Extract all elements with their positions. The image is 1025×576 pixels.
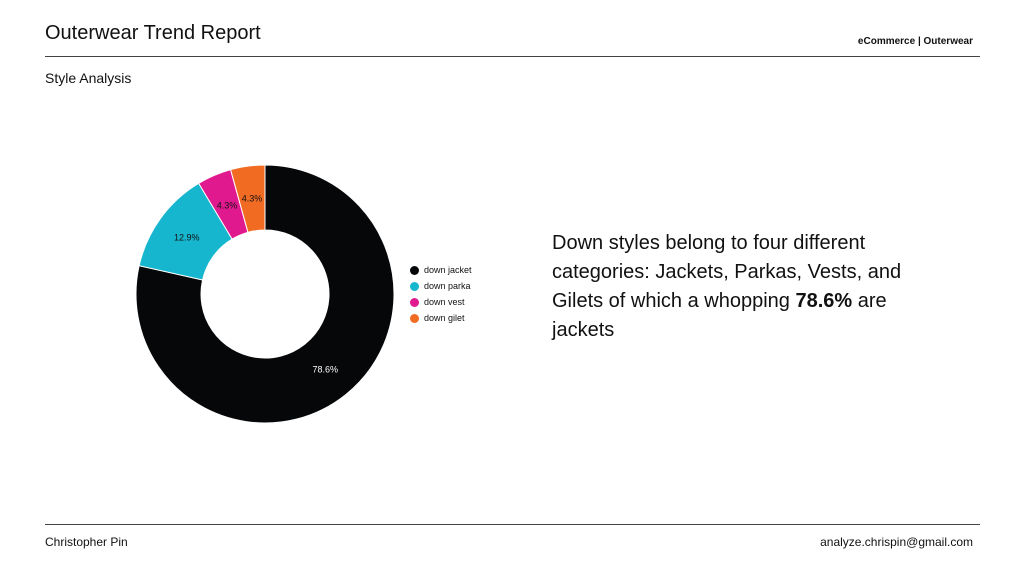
legend-swatch: [410, 281, 419, 291]
donut-label-down-vest: 4.3%: [217, 200, 238, 210]
footer-email: analyze.chrispin@gmail.com: [820, 535, 973, 549]
insight-text-before: Down styles belong to four different cat…: [552, 232, 902, 312]
legend-label: down jacket: [424, 265, 472, 275]
insight-text: Down styles belong to four different cat…: [552, 229, 932, 345]
donut-label-down-gilet: 4.3%: [242, 193, 263, 203]
donut-label-down-parka: 12.9%: [174, 232, 200, 242]
insight-text-after: are jackets: [552, 290, 887, 341]
header-divider: [45, 56, 980, 57]
legend-item-down-jacket: down jacket: [410, 262, 472, 278]
report-title: Outerwear Trend Report: [45, 22, 261, 44]
legend-item-down-parka: down parka: [410, 278, 472, 294]
footer-author: Christopher Pin: [45, 535, 128, 549]
donut-slice-down-jacket: [135, 164, 395, 424]
legend-swatch: [410, 297, 419, 307]
section-subtitle: Style Analysis: [45, 70, 132, 86]
legend-swatch: [410, 313, 419, 323]
legend-label: down vest: [424, 297, 465, 307]
footer-divider: [45, 524, 980, 525]
legend-swatch: [410, 265, 419, 275]
legend-item-down-gilet: down gilet: [410, 310, 472, 326]
report-tag: eCommerce | Outerwear: [857, 36, 973, 47]
insight-highlight: 78.6%: [795, 290, 853, 312]
donut-slice-down-gilet: [229, 164, 266, 233]
chart-legend: down jacket down parka down vest down gilet: [410, 262, 472, 326]
legend-label: down parka: [424, 281, 471, 291]
legend-label: down gilet: [424, 313, 465, 323]
donut-label-down-jacket: 78.6%: [313, 364, 339, 374]
legend-item-down-vest: down vest: [410, 294, 472, 310]
